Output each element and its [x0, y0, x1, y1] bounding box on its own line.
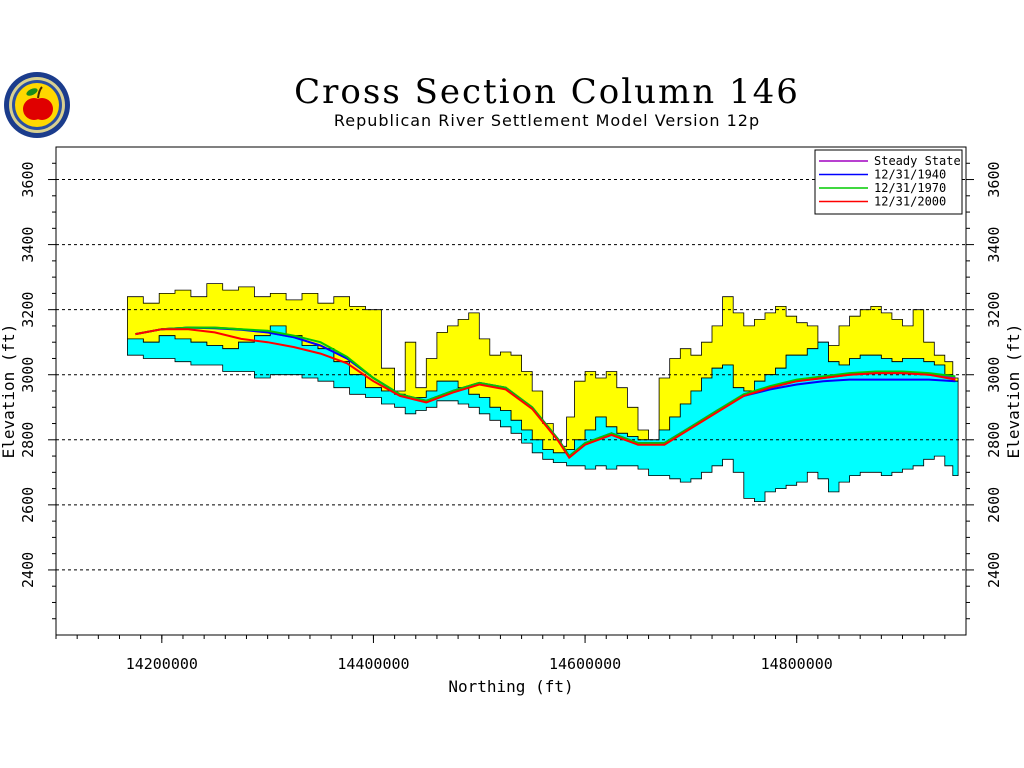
legend: Steady State12/31/194012/31/197012/31/20…: [814, 149, 963, 215]
y-tick-label-left: 2400: [19, 552, 37, 588]
series-lines: [135, 326, 956, 460]
y-tick-label-left: 3200: [19, 292, 37, 328]
y-tick-label-left: 3000: [19, 357, 37, 393]
y-axis-label-left: Elevation (ft): [0, 324, 18, 459]
y-tick-label-right: 3000: [985, 357, 1003, 393]
y-tick-label-left: 2800: [19, 422, 37, 458]
layer-areas: [127, 283, 959, 503]
legend-label: 12/31/2000: [874, 195, 946, 209]
chart-title: Cross Section Column 146: [294, 72, 800, 112]
x-tick-label: 14400000: [337, 655, 409, 673]
y-tick-label-right: 3600: [985, 161, 1003, 197]
legend-label: Steady State: [874, 154, 961, 168]
y-tick-label-right: 3400: [985, 227, 1003, 263]
y-tick-label-left: 3600: [19, 161, 37, 197]
axes: 14200000 14400000 14600000 14800000 2400 2400…: [0, 161, 1023, 696]
x-tick-label: 14600000: [549, 655, 621, 673]
y-tick-label-right: 2400: [985, 552, 1003, 588]
x-tick-label: 14800000: [761, 655, 833, 673]
legend-label: 12/31/1970: [874, 181, 946, 195]
series-line: [135, 328, 956, 460]
legend-label: 12/31/1940: [874, 168, 946, 182]
chart-subtitle: Republican River Settlement Model Versio…: [333, 111, 761, 130]
series-line: [135, 326, 956, 458]
y-axis-label-right: Elevation (ft): [1004, 324, 1023, 459]
x-axis-label: Northing (ft): [448, 677, 573, 696]
y-tick-label-right: 2600: [985, 487, 1003, 523]
state-seal-icon: [2, 70, 72, 144]
y-tick-label-right: 2800: [985, 422, 1003, 458]
grid-lines: [56, 179, 966, 571]
y-tick-label-right: 3200: [985, 292, 1003, 328]
x-tick-label: 14200000: [126, 655, 198, 673]
lower-layer-area: [127, 325, 959, 503]
y-tick-label-left: 2600: [19, 487, 37, 523]
y-tick-label-left: 3400: [19, 227, 37, 263]
